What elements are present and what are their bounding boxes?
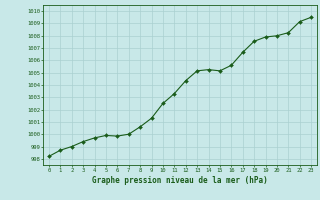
X-axis label: Graphe pression niveau de la mer (hPa): Graphe pression niveau de la mer (hPa) xyxy=(92,176,268,185)
